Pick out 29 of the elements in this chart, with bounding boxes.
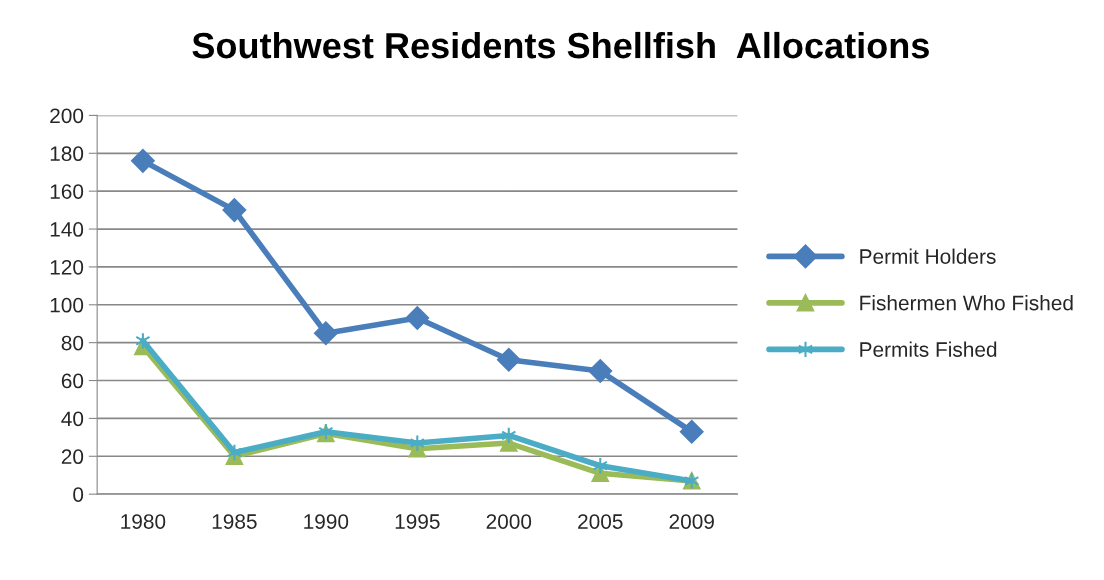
x-tick-label: 2000 bbox=[486, 514, 532, 529]
y-tick-label: 80 bbox=[61, 335, 84, 351]
y-tick-label: 0 bbox=[73, 487, 84, 502]
y-tick-label: 160 bbox=[50, 184, 84, 199]
legend-label: Permits Fished bbox=[860, 341, 997, 357]
chart-title: Southwest Residents Shellfish Allocations bbox=[192, 31, 929, 59]
y-tick-label: 120 bbox=[50, 259, 84, 275]
y-tick-label: 140 bbox=[50, 222, 84, 237]
point bbox=[222, 198, 247, 222]
x-tick-label: 1995 bbox=[395, 514, 440, 529]
y-tick-label: 200 bbox=[50, 108, 84, 124]
point bbox=[588, 359, 613, 383]
point bbox=[496, 347, 521, 372]
x-tick-label: 2005 bbox=[578, 514, 623, 529]
point bbox=[679, 419, 704, 444]
x-tick-label: 1980 bbox=[121, 514, 166, 529]
x-tick-label: 2009 bbox=[669, 514, 714, 529]
y-tick-label: 20 bbox=[61, 449, 84, 465]
legend-label: Fishermen Who Fished bbox=[860, 295, 1073, 311]
x-tick-label: 1990 bbox=[304, 514, 349, 529]
y-tick-label: 180 bbox=[50, 146, 84, 162]
legend-label: Permit Holders bbox=[860, 248, 996, 264]
y-tick-label: 100 bbox=[50, 297, 84, 313]
point bbox=[313, 321, 338, 346]
point bbox=[405, 306, 430, 330]
x-tick-label: 1985 bbox=[212, 514, 257, 529]
y-tick-label: 60 bbox=[61, 373, 84, 389]
y-tick-label: 40 bbox=[61, 411, 84, 427]
point bbox=[131, 149, 155, 173]
